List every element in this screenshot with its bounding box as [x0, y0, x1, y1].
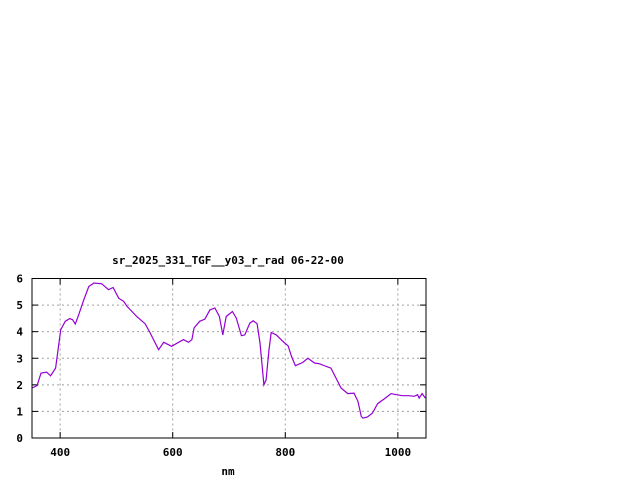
x-tick-label: 1000: [385, 446, 412, 459]
y-tick-label: 2: [16, 379, 23, 392]
x-axis-label: nm: [221, 465, 235, 478]
x-tick-label: 600: [163, 446, 183, 459]
y-tick-label: 6: [16, 273, 23, 286]
plot-border: [31, 278, 427, 439]
y-tick-label: 4: [16, 326, 23, 339]
x-tick-label: 400: [50, 446, 70, 459]
chart-title: sr_2025_331_TGF__y03_r_rad 06-22-00: [112, 254, 344, 267]
y-tick-label: 0: [16, 432, 23, 445]
y-tick-label: 1: [16, 405, 23, 418]
x-tick-label: 800: [275, 446, 295, 459]
y-tick-label: 3: [16, 352, 23, 365]
series-line: [31, 282, 426, 419]
y-tick-label: 5: [16, 299, 23, 312]
ticks: 400 600 800 1000 0 1 2 3 4 5 6: [16, 273, 426, 459]
grid: [32, 278, 426, 438]
